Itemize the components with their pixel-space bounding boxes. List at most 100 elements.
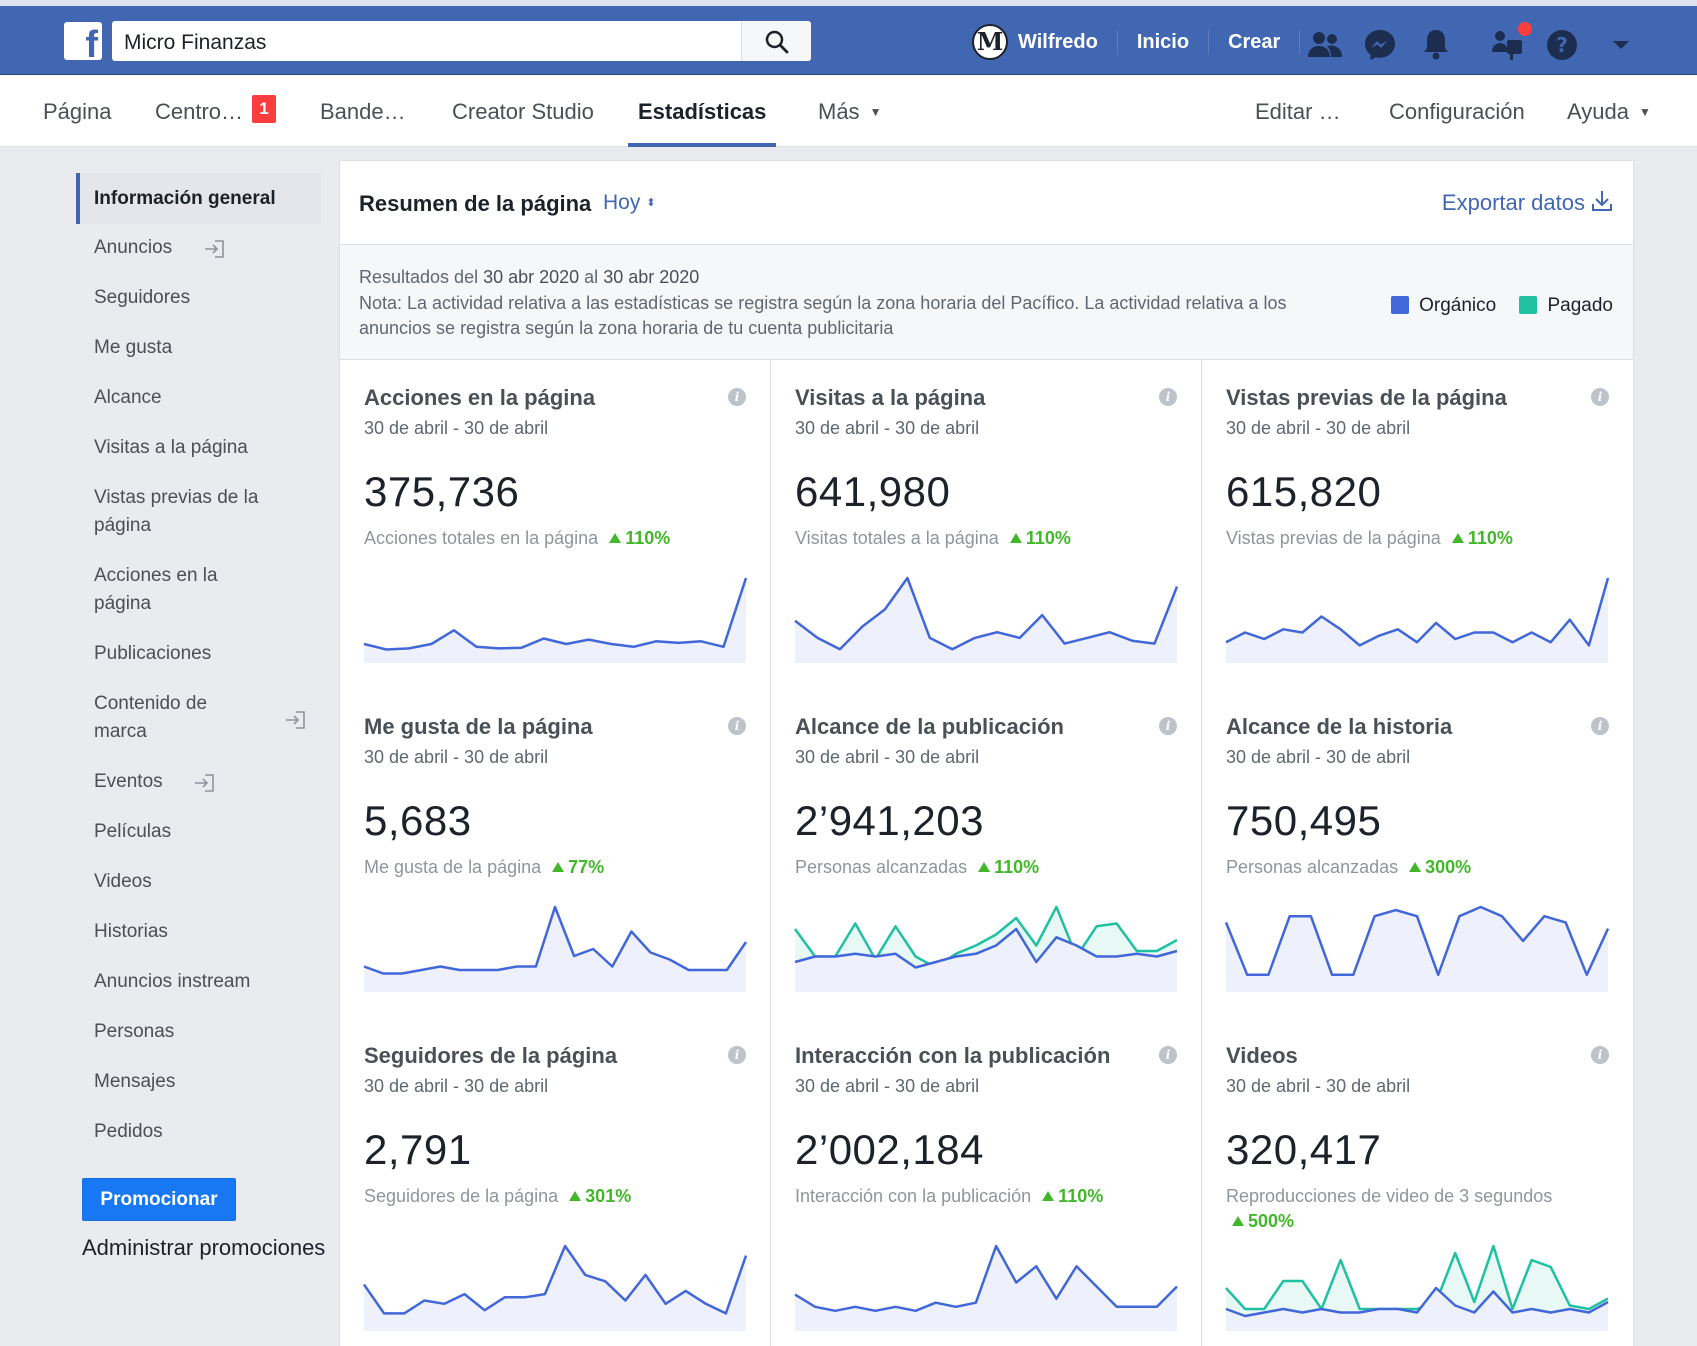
metric-date-range: 30 de abril - 30 de abril	[364, 418, 549, 438]
help-icon[interactable]: ?	[1545, 28, 1579, 62]
sidebar-item-alcance[interactable]: Alcance	[94, 387, 162, 408]
info-icon[interactable]: i	[1591, 1046, 1609, 1064]
info-icon[interactable]: i	[1591, 388, 1609, 406]
metric-card[interactable]: Seguidores de la página 30 de abril - 30 …	[340, 1018, 771, 1346]
account-menu-chevron-icon[interactable]	[1611, 39, 1631, 51]
arrow-up-icon	[1409, 862, 1422, 872]
metric-card[interactable]: Alcance de la historia 30 de abril - 30 d…	[1202, 689, 1633, 1019]
tab-configuracion[interactable]: Configuración	[1389, 99, 1525, 124]
search-icon	[765, 30, 789, 54]
metric-card[interactable]: Videos 30 de abril - 30 de abril i 320,417 R…	[1202, 1018, 1633, 1346]
facebook-logo-icon[interactable]: f	[64, 22, 102, 64]
period-selector[interactable]: Hoy ⬍	[603, 191, 656, 215]
metric-card[interactable]: Me gusta de la página 30 de abril - 30 de…	[340, 689, 771, 1019]
metric-subtitle: Personas alcanzadas 300%	[1226, 855, 1616, 880]
info-icon[interactable]: i	[1159, 717, 1177, 735]
metric-change: 77%	[546, 857, 604, 877]
metric-change-value: 77%	[568, 857, 605, 877]
metric-card[interactable]: Acciones en la página 30 de abril - 30 de…	[340, 360, 771, 690]
sidebar-item-peliculas[interactable]: Películas	[94, 821, 172, 842]
info-icon[interactable]: i	[728, 388, 746, 406]
sidebar-item-anuncios[interactable]: Anuncios	[94, 237, 173, 258]
metric-card[interactable]: Vistas previas de la página 30 de abril -…	[1202, 360, 1633, 690]
sparkline-organic-area	[795, 1246, 1177, 1331]
page-roles-icon[interactable]	[1490, 28, 1526, 62]
metric-date-range: 30 de abril - 30 de abril	[795, 418, 980, 438]
info-icon[interactable]: i	[728, 1046, 746, 1064]
sidebar-item-contenido-de-marca[interactable]: Contenido de marca	[94, 693, 208, 742]
sidebar-item-publicaciones[interactable]: Publicaciones	[94, 643, 212, 664]
notification-dot	[1518, 22, 1532, 36]
legend-swatch-paid	[1519, 296, 1538, 314]
manage-promotions-link[interactable]: Administrar promociones	[82, 1235, 326, 1260]
timezone-note: Nota: La actividad relativa a las estadí…	[359, 293, 1287, 338]
home-link[interactable]: Inicio	[1118, 30, 1210, 54]
metric-value: 5,683	[364, 797, 472, 844]
sparkline-organic-line	[1224, 905, 1610, 977]
metric-subtitle: Personas alcanzadas 110%	[795, 855, 1185, 880]
metric-date-range: 30 de abril - 30 de abril	[795, 747, 980, 767]
metric-subtitle: Me gusta de la página 77%	[364, 855, 754, 880]
search-button[interactable]	[741, 21, 811, 61]
create-link[interactable]: Crear	[1209, 30, 1301, 54]
metric-card[interactable]: Alcance de la publicación 30 de abril - 3…	[771, 689, 1202, 1019]
tab-pagina[interactable]: Página	[43, 99, 112, 124]
sidebar-item-acciones[interactable]: Acciones en la página	[94, 565, 218, 614]
metric-card[interactable]: Visitas a la página 30 de abril - 30 de a…	[771, 360, 1202, 690]
profile-link[interactable]: Wilfredo	[1018, 30, 1118, 54]
metric-card[interactable]: Interacción con la publicación 30 de abri…	[771, 1018, 1202, 1346]
search-input[interactable]: Micro Finanzas	[124, 31, 267, 54]
sidebar-item-me-gusta[interactable]: Me gusta	[94, 337, 173, 358]
friend-requests-icon[interactable]	[1307, 30, 1343, 60]
top-nav-links: M Wilfredo Inicio Crear	[972, 22, 1301, 62]
metric-subtitle: Acciones totales en la página 110%	[364, 526, 754, 551]
notifications-bell-icon[interactable]	[1419, 27, 1453, 61]
tab-centro[interactable]: Centro…	[155, 99, 244, 124]
metric-subtitle: Vistas previas de la página 110%	[1226, 526, 1616, 551]
arrow-up-icon	[978, 862, 991, 872]
sparkline-organic-area	[364, 1246, 746, 1331]
tab-editar[interactable]: Editar …	[1255, 99, 1341, 124]
panel-header: Resumen de la página Hoy ⬍ Exportar datos	[340, 161, 1633, 245]
sidebar-item-eventos[interactable]: Eventos	[94, 771, 163, 792]
metric-subtitle-label: Visitas totales a la página	[795, 528, 999, 548]
sidebar-item-anuncios-instream[interactable]: Anuncios instream	[94, 971, 251, 992]
sidebar-item-visitas[interactable]: Visitas a la página	[94, 437, 248, 458]
sidebar-item-mensajes[interactable]: Mensajes	[94, 1071, 176, 1092]
metric-subtitle-label: Personas alcanzadas	[795, 857, 968, 877]
export-data-link[interactable]: Exportar datos	[1442, 189, 1613, 216]
sidebar-item-seguidores[interactable]: Seguidores	[94, 287, 191, 308]
sparkline-chart	[1225, 577, 1610, 663]
tab-ayuda[interactable]: Ayuda ▼	[1567, 99, 1651, 125]
promote-button[interactable]: Promocionar	[82, 1178, 236, 1221]
sidebar-item-personas[interactable]: Personas	[94, 1021, 175, 1042]
sidebar-item-informacion-general[interactable]: Información general	[76, 173, 321, 224]
tab-bandeja[interactable]: Bande…	[320, 99, 406, 124]
info-icon[interactable]: i	[1591, 717, 1609, 735]
metric-value: 615,820	[1226, 468, 1382, 515]
sidebar-item-historias[interactable]: Historias	[94, 921, 168, 942]
info-icon[interactable]: i	[728, 717, 746, 735]
sparkline-chart	[794, 576, 1179, 663]
messenger-icon[interactable]	[1363, 28, 1397, 62]
metric-change-value: 110%	[1025, 528, 1071, 548]
info-icon[interactable]: i	[1159, 388, 1177, 406]
avatar[interactable]: M	[972, 24, 1008, 60]
metric-title: Seguidores de la página	[364, 1043, 618, 1068]
metric-change: 300%	[1403, 857, 1471, 877]
metric-date-range: 30 de abril - 30 de abril	[364, 1076, 549, 1096]
info-icon[interactable]: i	[1159, 1046, 1177, 1064]
sparkline-organic-line	[794, 576, 1179, 651]
sidebar-item-videos[interactable]: Videos	[94, 871, 152, 892]
tab-estadisticas[interactable]: Estadísticas	[638, 99, 767, 124]
metric-value: 320,417	[1226, 1126, 1382, 1173]
sidebar-item-pedidos[interactable]: Pedidos	[94, 1121, 163, 1142]
search-box[interactable]: Micro Finanzas	[112, 21, 811, 61]
arrow-up-icon	[1009, 533, 1022, 543]
sparkline-chart	[363, 905, 748, 992]
external-link-icon	[286, 711, 305, 729]
sidebar-item-vistas-previas[interactable]: Vistas previas de la página	[94, 487, 259, 536]
tab-creator-studio[interactable]: Creator Studio	[452, 99, 594, 124]
tab-mas[interactable]: Más ▼	[818, 99, 881, 125]
arrow-up-icon	[569, 1191, 582, 1201]
